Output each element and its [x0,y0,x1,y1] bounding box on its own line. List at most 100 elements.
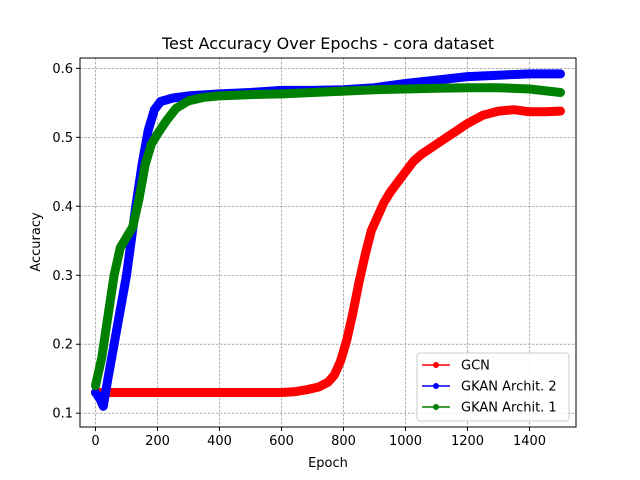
data-point [386,189,394,196]
data-point [371,86,378,93]
y-axis-label: Accuracy [29,212,44,272]
data-point [117,306,124,313]
data-point [278,389,285,396]
data-point [110,272,118,279]
legend-entry-label: GKAN Archit. 1 [461,401,557,416]
data-point [157,98,164,105]
data-point [148,141,155,148]
data-point [343,337,350,344]
data-point [526,70,533,78]
x-axis-ticks: 0 200 400 600 800 1000 1200 1400 [91,427,546,449]
data-point [410,158,417,165]
data-point [479,112,487,119]
chart-title: Test Accuracy Over Epochs - cora dataset [161,34,494,53]
data-point [200,94,208,101]
data-point [557,70,564,78]
data-point [110,341,118,348]
data-point [402,85,409,93]
data-point [557,89,564,96]
data-point [394,178,401,186]
legend-entry-label: GKAN Archit. 2 [461,380,557,395]
data-point [185,389,192,396]
data-point [154,389,161,396]
data-point [117,244,124,251]
plot-frame [79,57,577,428]
data-point [340,87,347,95]
data-point [104,313,112,320]
data-point [433,76,440,84]
data-point [331,372,338,379]
data-point [324,379,332,386]
data-point [433,85,440,92]
legend-swatch-marker [433,383,439,389]
data-point [123,272,130,279]
x-tick-label: 600 [269,434,294,449]
y-tick-label: 0.3 [52,269,73,284]
data-point [247,389,254,396]
data-point [97,396,104,403]
data-point [92,389,99,396]
legend: GCN GKAN Archit. 2 GKAN Archit. 1 [416,352,570,422]
data-point [380,199,387,206]
y-tick-label: 0.1 [52,407,73,422]
data-point [154,130,161,138]
y-tick-label: 0.4 [52,200,73,215]
data-point [402,168,409,175]
data-point [278,90,285,98]
data-point [374,213,381,220]
data-point [290,388,298,395]
data-point [448,130,456,138]
data-point [526,85,533,93]
y-axis-ticks: 0.1 0.2 0.3 0.4 0.5 0.6 [52,62,80,422]
data-point [172,105,180,112]
legend-box [416,352,570,422]
data-point [135,196,143,203]
x-tick-label: 1200 [451,434,484,449]
data-point [362,251,369,258]
data-point [92,382,99,389]
data-point [169,94,177,102]
data-point [557,107,564,115]
data-point [495,107,502,115]
data-point [368,227,375,234]
legend-entry-label: GCN [461,359,490,374]
data-point [464,84,471,91]
data-point [141,161,149,169]
x-tick-label: 1000 [389,434,422,449]
data-point [151,106,158,113]
x-tick-label: 0 [91,434,99,449]
x-tick-label: 400 [207,434,232,449]
data-point [303,386,310,393]
data-point [104,375,112,382]
legend-swatch-marker [433,404,439,410]
data-point [216,92,223,100]
data-point [98,354,105,362]
data-point [185,97,192,105]
data-point [541,108,549,116]
data-point [216,389,223,396]
data-point [526,108,533,116]
data-point [129,223,136,231]
x-tick-label: 200 [145,434,170,449]
y-tick-label: 0.2 [52,338,73,353]
data-point [349,310,356,317]
data-point [464,73,471,80]
data-point [315,383,322,391]
data-point [495,84,502,91]
y-tick-label: 0.6 [52,62,73,77]
series-layer [91,69,565,411]
data-point [123,234,130,241]
x-tick-label: 800 [331,434,356,449]
x-axis-label: Epoch [308,456,348,471]
data-point [145,127,152,134]
data-point [309,89,316,96]
series-2 [91,83,565,391]
data-point [123,389,130,396]
data-point [417,151,425,158]
data-point [355,279,363,286]
data-point [433,141,440,148]
data-point [337,358,344,365]
data-point [510,106,518,113]
x-tick-label: 1400 [513,434,546,449]
data-point [163,116,170,124]
